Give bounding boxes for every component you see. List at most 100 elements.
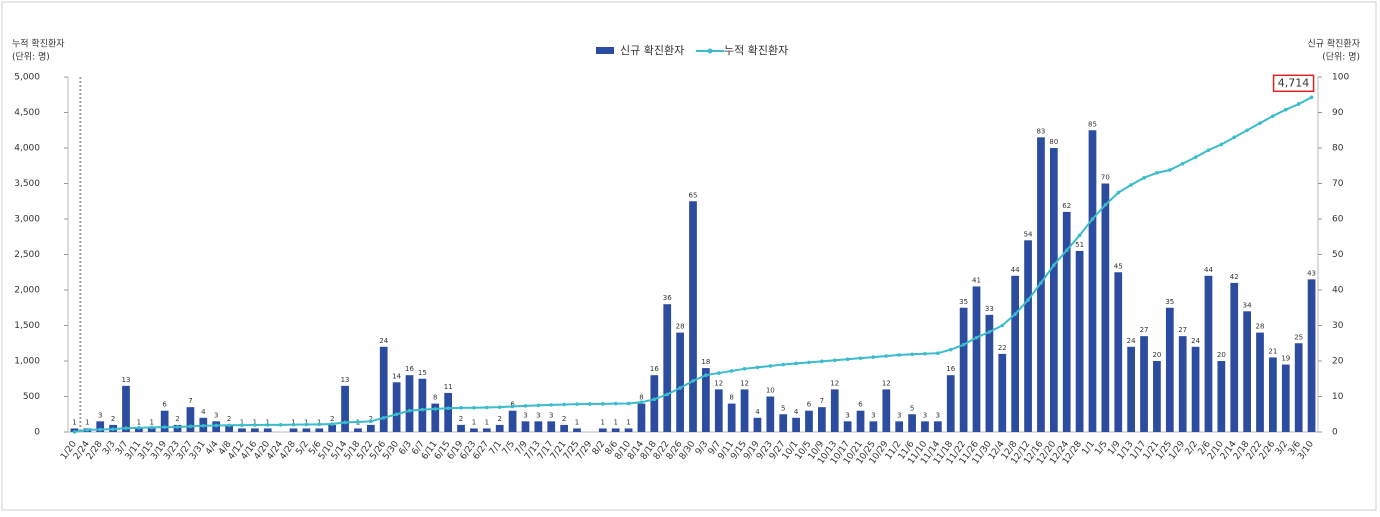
bar (560, 424, 568, 432)
bar (470, 428, 478, 432)
bar-value-label: 1 (613, 418, 617, 426)
y-axis-title: (단위: 명) (12, 52, 50, 63)
bar-value-label: 7 (188, 397, 192, 405)
bar-value-label: 34 (1243, 301, 1252, 309)
bar-value-label: 28 (676, 323, 685, 331)
bar-value-label: 2 (175, 415, 179, 423)
bar (1024, 240, 1032, 432)
bar-value-label: 12 (714, 379, 723, 387)
bar (895, 421, 904, 432)
bar-value-label: 3 (98, 411, 102, 419)
bar-value-label: 13 (341, 376, 350, 384)
bar-value-label: 80 (1049, 138, 1058, 146)
line-point (755, 365, 760, 370)
line-point (781, 362, 786, 367)
bar (160, 410, 169, 432)
line-point (588, 402, 592, 406)
line-point (1309, 95, 1314, 100)
line-point (820, 359, 824, 364)
line-point (884, 354, 889, 358)
line-point (510, 404, 515, 409)
line-point (871, 355, 876, 359)
line-point (304, 422, 309, 427)
bar-value-label: 44 (1204, 266, 1213, 274)
bar (1062, 211, 1071, 432)
bar (830, 389, 839, 432)
bar (637, 403, 646, 432)
line-point (1283, 107, 1288, 112)
y2-tick-label: 50 (1332, 250, 1344, 260)
bar (1256, 332, 1264, 432)
bar-value-label: 3 (923, 411, 927, 419)
bar (418, 378, 427, 432)
line-point (1000, 323, 1005, 328)
bar (1049, 148, 1058, 432)
line-point (1155, 171, 1159, 175)
line-point (897, 353, 901, 357)
bar-value-label: 15 (418, 369, 427, 377)
bar (1307, 279, 1316, 432)
bar-value-label: 19 (1281, 355, 1290, 363)
bar (624, 428, 633, 432)
line-point (742, 367, 747, 371)
bar-value-label: 4 (794, 408, 799, 416)
line-point (394, 412, 399, 417)
line-point (459, 406, 463, 410)
bar-value-label: 41 (972, 276, 981, 284)
bar-value-label: 3 (897, 411, 901, 419)
bar-value-label: 3 (523, 411, 527, 419)
line-point (987, 330, 992, 334)
bar (689, 201, 697, 432)
bar (302, 428, 311, 432)
bar-value-label: 2 (459, 415, 463, 423)
bar (225, 424, 233, 432)
bar-value-label: 51 (1075, 241, 1084, 249)
line-point (858, 356, 863, 360)
line-point (1116, 190, 1121, 195)
line-point (600, 402, 605, 406)
bar-value-label: 1 (266, 418, 270, 426)
line-point (253, 423, 257, 427)
line-point (716, 371, 721, 375)
bar (714, 389, 723, 432)
line-point (227, 423, 231, 428)
bar (1088, 130, 1097, 432)
bar (727, 403, 736, 432)
line-point (1129, 183, 1133, 187)
bar-value-label: 11 (444, 383, 453, 391)
line-point (111, 427, 115, 431)
bar (444, 392, 453, 432)
bar (534, 421, 543, 432)
y2-tick-label: 40 (1332, 286, 1344, 296)
y-tick-label: 5,000 (14, 73, 40, 83)
bar-value-label: 13 (122, 376, 131, 384)
line-point (149, 425, 154, 430)
bar (753, 417, 762, 432)
bar (1153, 361, 1161, 432)
line-point (1142, 176, 1146, 180)
bar-value-label: 65 (689, 191, 698, 199)
line-point (485, 405, 489, 410)
bar (1191, 346, 1200, 432)
bar (921, 421, 929, 432)
y-tick-label: 4,000 (14, 144, 40, 154)
bar-value-label: 83 (1036, 127, 1045, 135)
y2-tick-label: 60 (1332, 215, 1344, 225)
bar-value-label: 4 (201, 408, 206, 416)
bar (676, 332, 684, 432)
bar-value-label: 1 (485, 418, 489, 426)
bar-value-label: 3 (936, 411, 940, 419)
bar (1294, 343, 1303, 432)
bar-value-label: 44 (1011, 266, 1020, 274)
bar-value-label: 1 (291, 418, 295, 426)
bar (366, 424, 375, 432)
line-point (472, 405, 476, 410)
bar-value-label: 2 (562, 415, 566, 423)
bar-value-label: 20 (1152, 351, 1161, 359)
bar-value-label: 12 (830, 379, 839, 387)
line-point (536, 403, 541, 408)
bar-value-label: 2 (111, 415, 115, 423)
line-point (369, 419, 373, 424)
bar-value-label: 70 (1101, 174, 1110, 182)
y2-tick-label: 10 (1332, 392, 1344, 402)
